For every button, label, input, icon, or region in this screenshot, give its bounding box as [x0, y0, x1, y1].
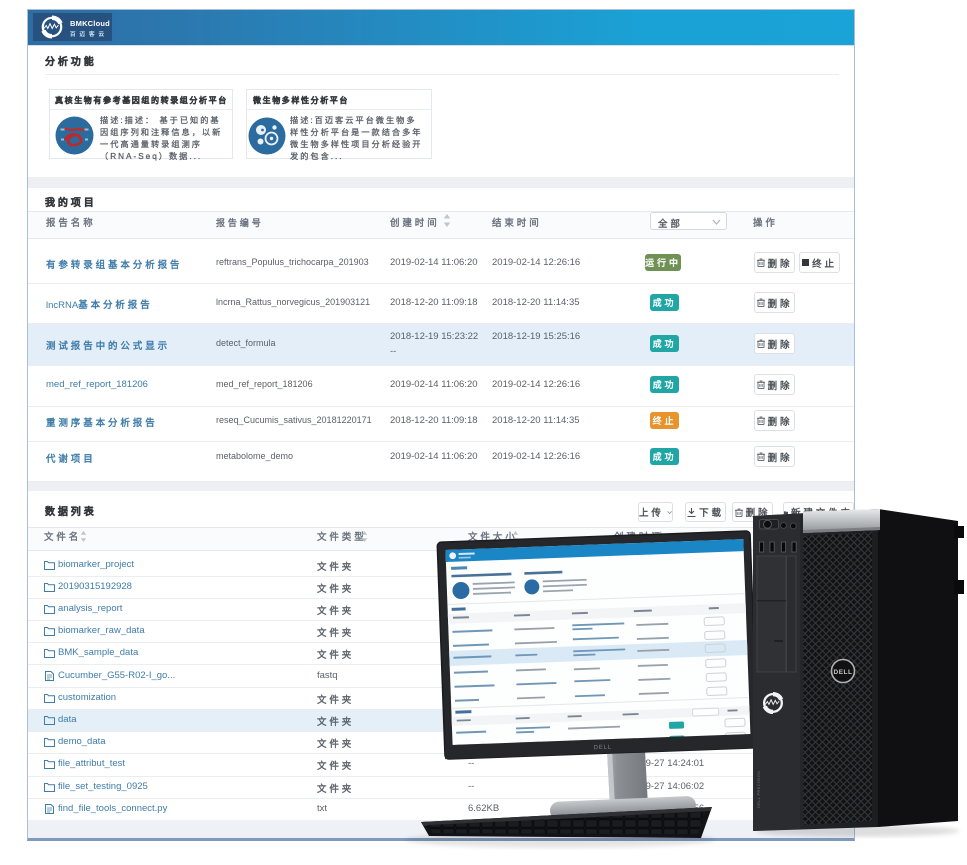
svg-text:DELL: DELL	[594, 745, 612, 752]
svg-text:DELL PRECISION: DELL PRECISION	[756, 771, 761, 808]
svg-text:DELL: DELL	[834, 669, 853, 676]
